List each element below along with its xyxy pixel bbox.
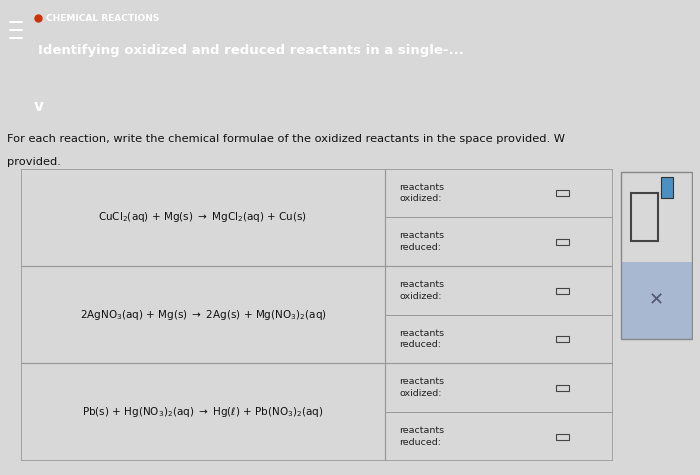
Bar — [662, 177, 673, 198]
Text: 2AgNO$_{3}$(aq) + Mg(s) $\rightarrow$ 2Ag(s) + Mg$(\mathrm{NO_3})_2$(aq): 2AgNO$_{3}$(aq) + Mg(s) $\rightarrow$ 2A… — [80, 308, 326, 322]
Text: reactants
reduced:: reactants reduced: — [400, 329, 444, 349]
Text: CuCl$_{2}$(aq) + Mg(s) $\rightarrow$ MgCl$_{2}$(aq) + Cu(s): CuCl$_{2}$(aq) + Mg(s) $\rightarrow$ MgC… — [99, 210, 307, 224]
Text: reactants
reduced:: reactants reduced: — [400, 426, 444, 446]
Text: reactants
reduced:: reactants reduced: — [400, 231, 444, 252]
Text: Identifying oxidized and reduced reactants in a single-...: Identifying oxidized and reduced reactan… — [38, 44, 464, 57]
Text: v: v — [34, 99, 43, 114]
Bar — [556, 385, 569, 391]
Bar — [556, 239, 569, 245]
Bar — [556, 434, 569, 440]
Text: reactants
oxidized:: reactants oxidized: — [400, 280, 444, 301]
Bar — [621, 262, 692, 339]
Text: reactants
oxidized:: reactants oxidized: — [400, 378, 444, 398]
Text: Pb(s) + Hg$(\mathrm{NO_3})_2$(aq) $\rightarrow$ Hg($\ell$) + Pb$(\mathrm{NO_3})_: Pb(s) + Hg$(\mathrm{NO_3})_2$(aq) $\righ… — [82, 405, 323, 419]
Bar — [556, 190, 569, 196]
Bar — [556, 287, 569, 294]
Bar — [631, 193, 659, 241]
Text: CHEMICAL REACTIONS: CHEMICAL REACTIONS — [46, 14, 160, 23]
Text: provided.: provided. — [7, 157, 61, 167]
Text: ✕: ✕ — [649, 291, 664, 309]
Text: For each reaction, write the chemical formulae of the oxidized reactants in the : For each reaction, write the chemical fo… — [7, 133, 565, 143]
Text: reactants
oxidized:: reactants oxidized: — [400, 183, 444, 203]
Bar — [556, 336, 569, 342]
